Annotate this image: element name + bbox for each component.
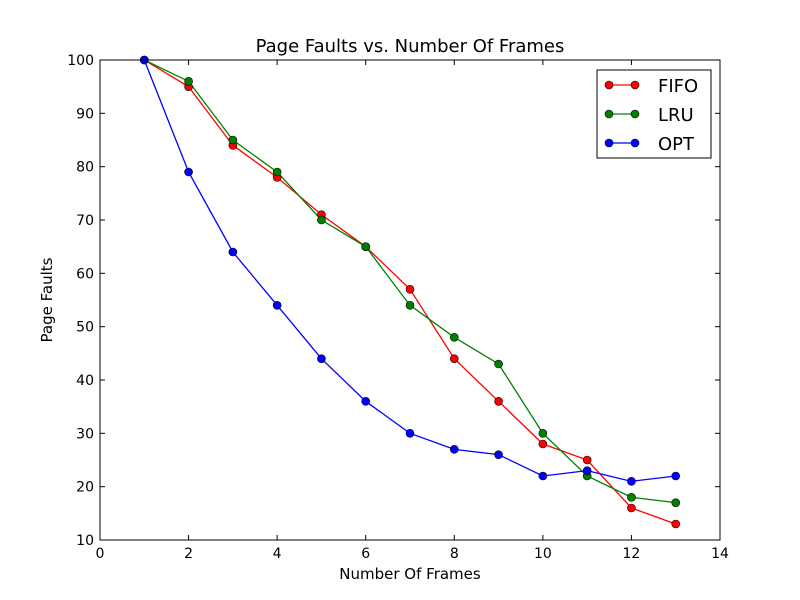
- data-point-opt: [671, 471, 681, 481]
- data-point-opt: [449, 445, 459, 454]
- data-point-lru: [272, 167, 282, 177]
- chart-title: Page Faults vs. Number Of Frames: [256, 36, 565, 57]
- y-tick-label: 60: [76, 266, 94, 282]
- data-point-lru: [449, 333, 459, 342]
- data-point-opt: [361, 397, 371, 406]
- data-point-lru: [627, 493, 636, 502]
- series-layer: [139, 55, 681, 529]
- y-axis-label: Page Faults: [38, 257, 56, 342]
- data-point-opt: [494, 450, 503, 459]
- x-tick-label: 0: [96, 546, 105, 562]
- data-point-opt: [538, 471, 548, 481]
- data-point-opt: [405, 429, 415, 438]
- y-tick-label: 70: [76, 213, 94, 229]
- x-tick-label: 2: [184, 546, 193, 562]
- x-axis-label: Number Of Frames: [339, 565, 481, 583]
- x-tick-label: 6: [361, 546, 370, 562]
- data-point-fifo: [671, 519, 681, 529]
- data-point-fifo: [494, 397, 503, 406]
- data-point-fifo: [405, 285, 415, 294]
- data-point-lru: [184, 77, 193, 86]
- data-point-fifo: [538, 439, 548, 449]
- ticks-layer: 0 2 4 6 8 10 12 14 10 20 30 40 50 60 70 80 90 100: [67, 53, 729, 562]
- data-point-opt: [184, 167, 193, 177]
- legend: FIFO LRU OPT: [596, 69, 712, 159]
- data-point-lru: [228, 135, 238, 145]
- legend-marker-opt: [630, 138, 640, 148]
- x-tick-label: 4: [273, 546, 282, 562]
- plot-frame: [99, 59, 721, 541]
- data-point-fifo: [627, 503, 636, 513]
- x-tick-label: 10: [534, 546, 552, 562]
- y-tick-label: 80: [76, 160, 94, 176]
- data-point-lru: [494, 359, 503, 369]
- data-point-fifo: [582, 455, 592, 465]
- legend-label-fifo: FIFO: [658, 76, 698, 97]
- legend-label-lru: LRU: [658, 105, 694, 126]
- data-point-lru: [405, 301, 415, 310]
- x-tick-label: 12: [623, 546, 641, 562]
- legend-marker-fifo: [604, 80, 614, 90]
- y-tick-label: 40: [76, 373, 94, 389]
- x-tick-label: 14: [711, 546, 729, 562]
- legend-marker-lru: [604, 109, 614, 119]
- y-tick-label: 50: [76, 320, 94, 336]
- legend-marker-opt: [604, 138, 614, 148]
- y-tick-label: 30: [76, 426, 94, 442]
- legend-label-opt: OPT: [658, 134, 695, 155]
- data-point-opt: [272, 301, 282, 310]
- y-tick-label: 90: [76, 106, 94, 122]
- data-point-lru: [671, 498, 681, 507]
- data-point-opt: [582, 466, 592, 475]
- data-point-opt: [317, 354, 326, 363]
- data-point-fifo: [449, 354, 459, 363]
- data-point-opt: [627, 477, 636, 486]
- x-tick-label: 8: [450, 546, 459, 562]
- data-point-lru: [538, 429, 548, 438]
- legend-marker-lru: [630, 109, 640, 119]
- y-tick-label: 100: [67, 53, 94, 69]
- data-point-lru: [361, 242, 371, 251]
- data-point-opt: [228, 247, 238, 257]
- y-tick-label: 20: [76, 480, 94, 496]
- data-point-lru: [317, 215, 326, 225]
- legend-marker-fifo: [630, 80, 640, 90]
- y-tick-label: 10: [76, 533, 94, 549]
